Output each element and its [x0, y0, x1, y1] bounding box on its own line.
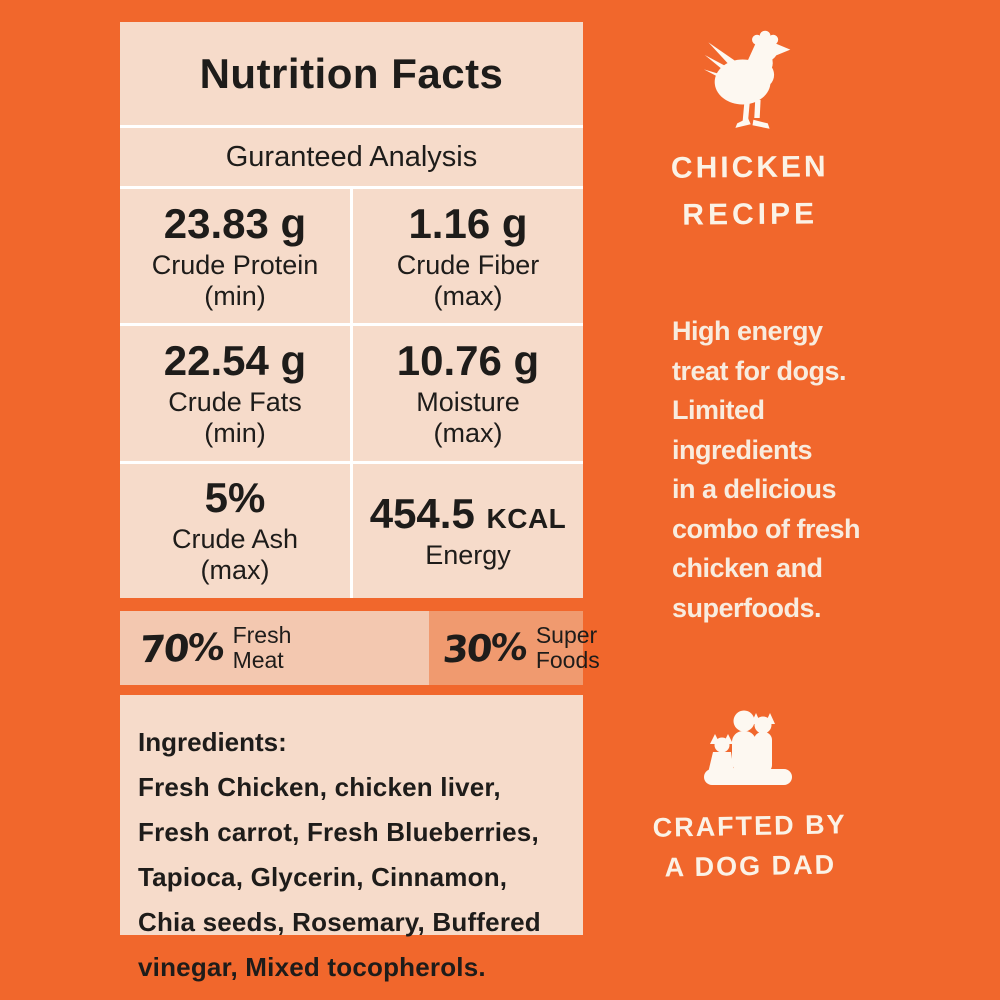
cell-crude-ash: 5% Crude Ash (max) [120, 463, 350, 598]
ingredients-title: Ingredients: [138, 727, 287, 757]
crude-ash-value: 5% [204, 474, 266, 522]
super-foods-percent: 30% [441, 625, 528, 671]
description-line: superfoods. [672, 592, 822, 623]
composition-bar: 70% Fresh Meat 30% Super Foods [120, 611, 600, 685]
fresh-meat-label: Fresh Meat [232, 622, 292, 673]
fresh-meat-percent: 70% [138, 625, 225, 671]
nutrition-facts-title: Nutrition Facts [199, 49, 504, 97]
energy-name: Energy [425, 539, 511, 570]
cell-energy: 454.5 KCAL Energy [353, 463, 583, 598]
recipe-name-line1: CHICKEN [670, 150, 829, 185]
crafted-by-line1: CRAFTED BY [652, 809, 847, 843]
crude-protein-name: Crude Protein [151, 249, 319, 280]
chicken-icon [703, 30, 791, 129]
crude-fats-name: Crude Fats [168, 387, 302, 418]
nutrition-facts-title-row: Nutrition Facts [120, 22, 583, 125]
cell-crude-fats: 22.54 g Crude Fats (min) [120, 326, 350, 461]
recipe-name: CHICKEN RECIPE [620, 143, 881, 239]
crude-fats-value: 22.54 g [163, 336, 307, 384]
moisture-name: Moisture [416, 387, 520, 418]
crafted-by-text: CRAFTED BY A DOG DAD [619, 804, 880, 889]
cell-moisture: 10.76 g Moisture (max) [353, 326, 583, 461]
description-line: in a delicious [672, 474, 837, 504]
energy-unit: KCAL [486, 502, 567, 534]
guaranteed-analysis-label: Guranteed Analysis [225, 140, 478, 173]
description-line: High energy [672, 316, 823, 346]
crude-ash-qualifier: (max) [200, 555, 270, 586]
ingredients-panel: Ingredients: Fresh Chicken, chicken live… [120, 695, 583, 982]
energy-value: 454.5 KCAL [369, 489, 567, 537]
crude-protein-qualifier: (min) [204, 280, 266, 311]
crude-protein-value: 23.83 g [163, 199, 307, 247]
crude-fiber-name: Crude Fiber [396, 249, 540, 280]
description-line: Limited [672, 395, 765, 425]
super-foods-segment: 30% Super Foods [429, 611, 600, 685]
recipe-name-line2: RECIPE [682, 197, 819, 232]
crude-fiber-value: 1.16 g [408, 199, 528, 247]
crude-fats-qualifier: (min) [204, 418, 266, 449]
description-line: treat for dogs. [672, 355, 847, 386]
guaranteed-analysis-row: Guranteed Analysis [120, 128, 583, 186]
super-foods-label: Super Foods [535, 622, 600, 673]
moisture-qualifier: (max) [433, 418, 503, 449]
cell-crude-fiber: 1.16 g Crude Fiber (max) [353, 189, 583, 324]
description-line: combo of fresh [672, 513, 861, 544]
ingredients-text: Fresh Chicken, chicken liver, Fresh carr… [138, 772, 541, 982]
nutrition-facts-panel: Nutrition Facts Guranteed Analysis 23.83… [120, 22, 583, 598]
cell-crude-protein: 23.83 g Crude Protein (min) [120, 189, 350, 324]
crude-fiber-qualifier: (max) [433, 280, 503, 311]
dog-dad-icon [704, 710, 792, 785]
description-line: chicken and [672, 553, 823, 583]
crafted-by-line2: A DOG DAD [664, 849, 837, 883]
fresh-meat-segment: 70% Fresh Meat [120, 611, 430, 685]
product-description: High energy treat for dogs. Limited ingr… [672, 312, 912, 628]
moisture-value: 10.76 g [396, 336, 540, 384]
description-line: ingredients [672, 434, 813, 465]
crude-ash-name: Crude Ash [171, 524, 299, 555]
